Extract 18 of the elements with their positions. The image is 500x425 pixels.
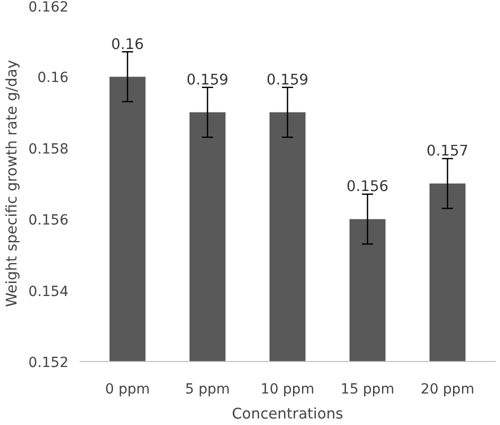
x-tick-label: 15 ppm [340,382,394,398]
y-tick-label: 0.156 [28,212,69,229]
y-tick-label: 0.152 [28,355,69,371]
x-axis-title: Concentrations [232,406,344,422]
data-label: 0.16 [111,36,144,53]
data-label: 0.157 [426,142,468,160]
y-tick-label: 0.158 [28,141,69,158]
y-tick-label: 0.162 [28,0,69,16]
y-tick-label: 0.154 [28,284,69,300]
data-label: 0.156 [346,178,388,196]
data-label: 0.159 [186,71,228,88]
x-tick-label: 5 ppm [185,382,230,398]
data-label: 0.159 [266,71,308,88]
x-tick-label: 20 ppm [420,382,474,398]
x-tick-label: 0 ppm [105,382,150,398]
x-tick-label: 10 ppm [260,382,314,398]
y-axis-title: Weight specific growth rate g/day [3,60,20,308]
y-tick-label: 0.16 [37,70,69,86]
